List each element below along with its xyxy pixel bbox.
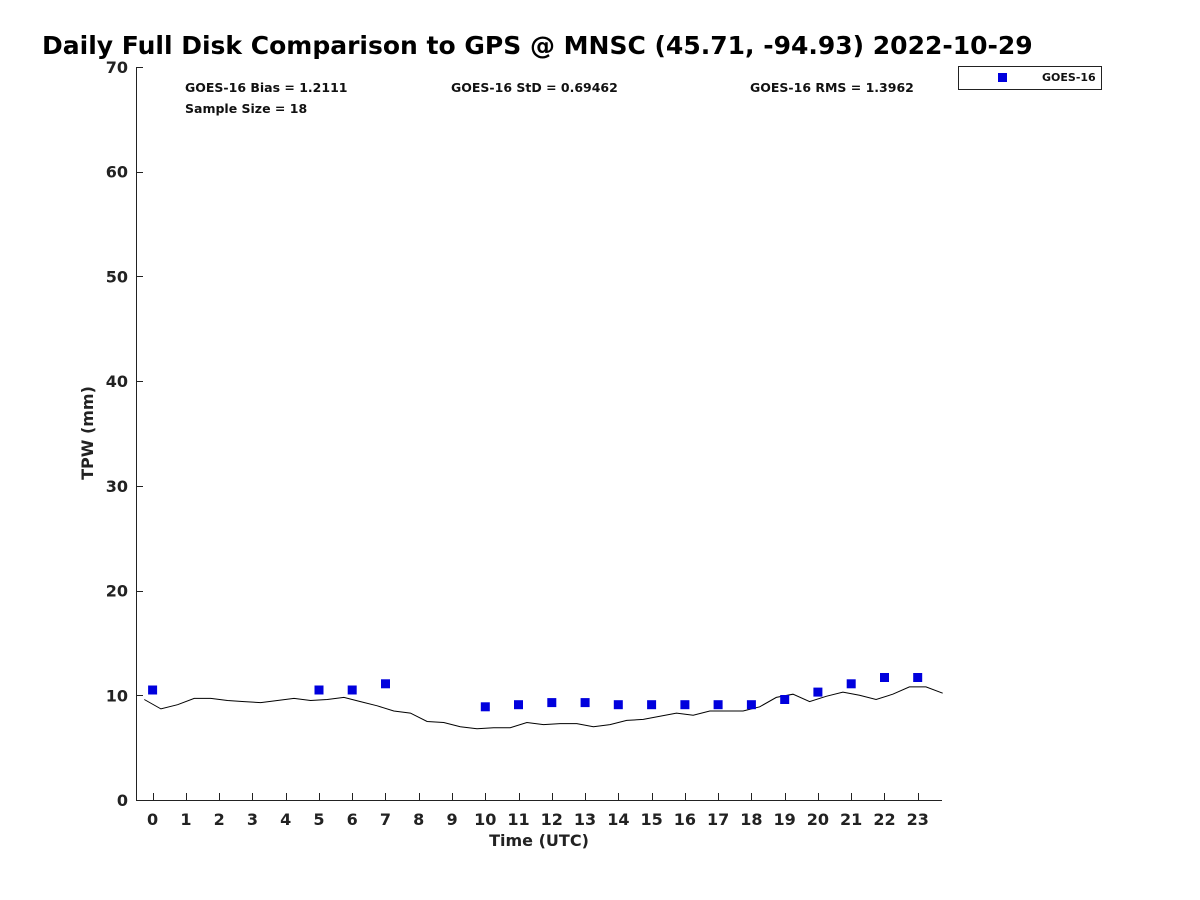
goes16-point <box>680 700 690 710</box>
goes16-point <box>846 679 856 689</box>
chart-title: Daily Full Disk Comparison to GPS @ MNSC… <box>42 31 1033 60</box>
goes16-point <box>580 698 590 708</box>
goes16-point <box>813 687 823 697</box>
plot-axes <box>136 67 942 801</box>
std-stat: GOES-16 StD = 0.69462 <box>451 80 618 95</box>
y-tick-label: 20 <box>106 582 128 601</box>
y-tick-label: 30 <box>106 477 128 496</box>
legend-box <box>958 66 1102 90</box>
y-tick-label: 0 <box>117 791 128 810</box>
x-tick-label: 19 <box>774 810 796 829</box>
x-tick-label: 5 <box>313 810 324 829</box>
rms-stat: GOES-16 RMS = 1.3962 <box>750 80 914 95</box>
x-tick-label: 11 <box>507 810 529 829</box>
x-tick-label: 21 <box>840 810 862 829</box>
goes16-point <box>647 700 657 710</box>
goes16-point <box>547 698 557 708</box>
goes16-point <box>913 673 923 682</box>
x-tick-label: 4 <box>280 810 291 829</box>
x-tick-label: 6 <box>347 810 358 829</box>
goes16-point <box>480 702 490 712</box>
x-tick-label: 1 <box>180 810 191 829</box>
x-tick-label: 22 <box>873 810 895 829</box>
sample-size-stat: Sample Size = 18 <box>185 101 307 116</box>
legend: GOES-16 <box>958 66 1102 90</box>
y-tick-label: 40 <box>106 372 128 391</box>
goes16-point <box>613 700 623 710</box>
x-tick-label: 16 <box>674 810 696 829</box>
goes16-point <box>514 700 523 710</box>
y-tick-label: 70 <box>106 58 128 77</box>
x-tick-label: 13 <box>574 810 596 829</box>
x-tick-label: 3 <box>247 810 258 829</box>
x-tick-label: 14 <box>607 810 629 829</box>
y-ticks: 0 10 20 30 40 50 60 70 <box>106 58 143 810</box>
x-axis-label: Time (UTC) <box>489 831 589 850</box>
x-ticks: 0 1 2 3 4 5 6 7 8 9 10 11 12 13 14 15 16 17 18 19 20 21 22 23 <box>147 793 929 829</box>
y-tick-label: 50 <box>106 267 128 286</box>
y-tick-label: 60 <box>106 163 128 182</box>
series-layer <box>144 673 943 730</box>
x-tick-label: 17 <box>707 810 729 829</box>
goes16-point <box>746 700 756 710</box>
goes16-point <box>148 685 158 695</box>
x-tick-label: 10 <box>474 810 496 829</box>
y-tick-label: 10 <box>106 686 128 705</box>
goes16-point <box>780 695 790 704</box>
x-tick-label: 18 <box>740 810 762 829</box>
x-tick-label: 9 <box>446 810 457 829</box>
x-tick-label: 7 <box>380 810 391 829</box>
legend-marker-goes16 <box>998 73 1007 82</box>
goes16-point <box>381 679 390 689</box>
x-tick-label: 8 <box>413 810 424 829</box>
y-axis-label: TPW (mm) <box>78 386 97 480</box>
x-tick-label: 15 <box>640 810 662 829</box>
goes16-point <box>314 685 324 695</box>
x-tick-label: 23 <box>907 810 929 829</box>
x-tick-label: 12 <box>541 810 563 829</box>
x-tick-label: 0 <box>147 810 158 829</box>
bias-stat: GOES-16 Bias = 1.2111 <box>185 80 347 95</box>
legend-label-goes16: GOES-16 <box>1042 71 1096 84</box>
x-tick-label: 20 <box>807 810 829 829</box>
goes16-point <box>713 700 723 710</box>
goes16-point <box>880 673 889 682</box>
x-tick-label: 2 <box>214 810 225 829</box>
goes16-point <box>347 685 357 695</box>
gps-tpw-line <box>144 686 943 730</box>
